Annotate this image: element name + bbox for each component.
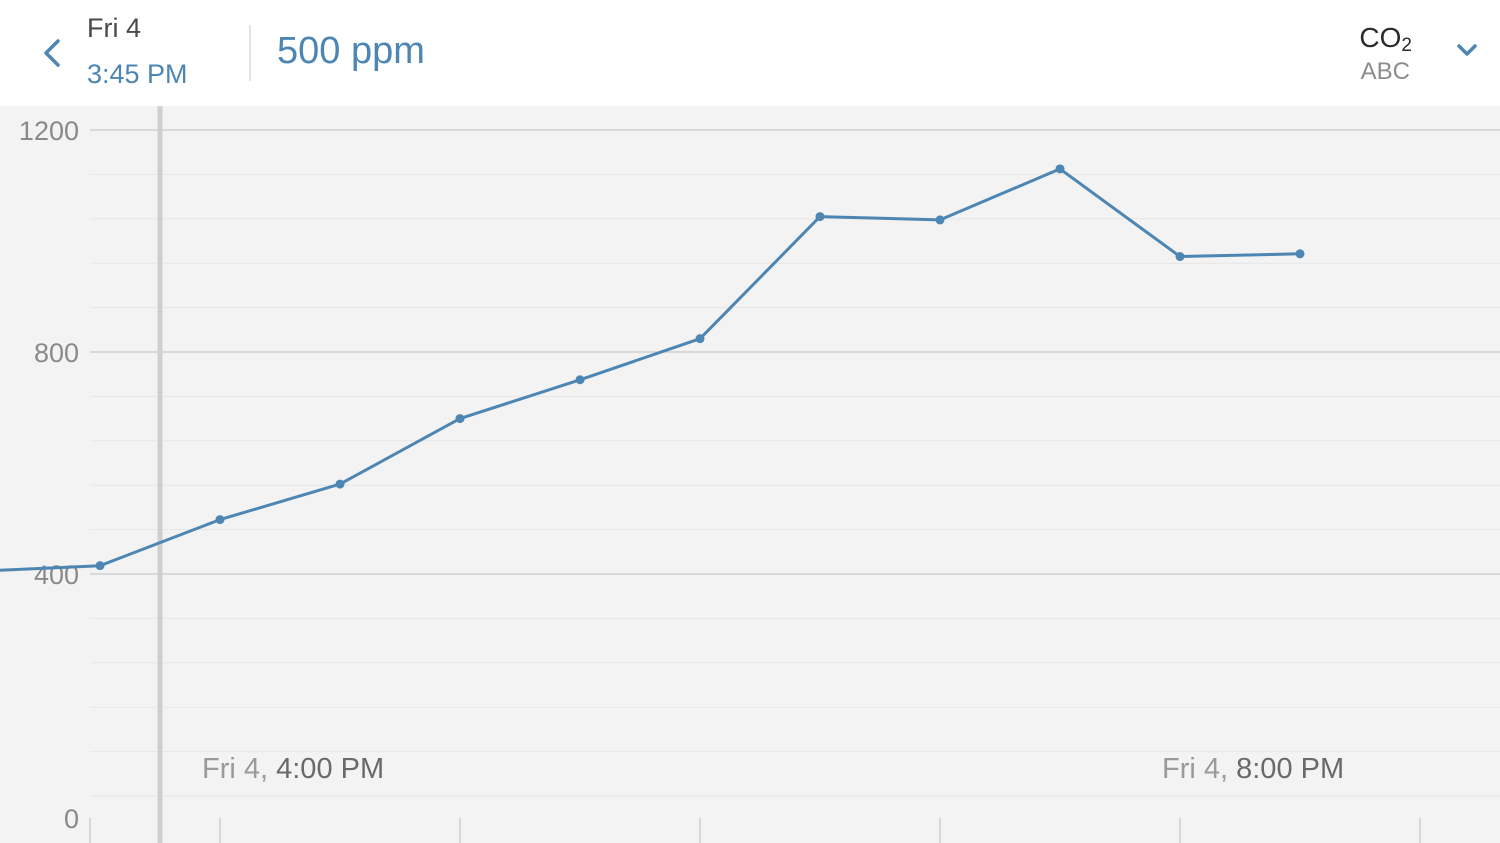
sensor-subtitle: ABC <box>1360 58 1410 85</box>
sensor-dropdown[interactable]: CO2 ABC <box>1342 18 1482 88</box>
data-point <box>695 334 705 344</box>
selected-time: 3:45 PM <box>87 59 188 89</box>
sensor-name: CO2 <box>1359 22 1412 57</box>
x-tick-label-time: 8:00 PM <box>1236 753 1344 785</box>
chevron-down-icon <box>1457 44 1477 56</box>
header-divider <box>249 25 251 81</box>
header: Fri 4 3:45 PM 500 ppm CO2 ABC <box>0 0 1500 106</box>
x-tick-label-day: Fri 4, <box>202 753 276 785</box>
data-point <box>1055 164 1065 174</box>
chevron-left-icon <box>44 39 60 67</box>
data-point <box>575 375 585 385</box>
sensor-name-base: CO <box>1359 22 1402 53</box>
selected-day: Fri 4 <box>87 13 141 43</box>
plot-background <box>0 106 1500 843</box>
x-tick-label: Fri 4, 8:00 PM <box>1162 753 1344 785</box>
co2-line-chart[interactable]: 0 400 800 1200 Fri 4, 4:00 PM Fri 4, 8:00 PM <box>0 106 1500 843</box>
data-point <box>1175 252 1185 262</box>
y-tick-label: 400 <box>34 560 79 590</box>
data-point <box>215 515 225 525</box>
data-point <box>335 479 345 489</box>
data-point <box>455 414 465 424</box>
data-point <box>815 212 825 222</box>
y-tick-label: 1200 <box>19 116 79 146</box>
x-tick-label: Fri 4, 4:00 PM <box>202 753 384 785</box>
data-point <box>1295 249 1305 259</box>
data-point <box>95 561 105 571</box>
selected-value: 500 ppm <box>277 30 425 72</box>
series-line <box>0 167 1301 572</box>
sensor-name-subscript: 2 <box>1401 35 1412 56</box>
y-tick-label: 800 <box>34 338 79 368</box>
x-tick-label-day: Fri 4, <box>1162 753 1236 785</box>
data-point <box>935 215 945 225</box>
back-button[interactable] <box>30 30 74 76</box>
x-tick-label-time: 4:00 PM <box>276 753 384 785</box>
y-tick-label: 0 <box>64 804 79 834</box>
